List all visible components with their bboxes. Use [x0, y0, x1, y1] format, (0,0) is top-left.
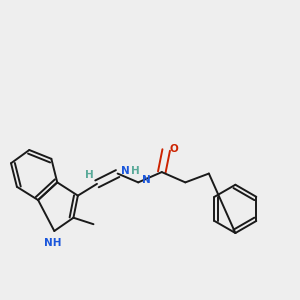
Text: O: O — [170, 143, 178, 154]
Text: H: H — [85, 170, 94, 180]
Text: NH: NH — [44, 238, 61, 248]
Text: N: N — [121, 166, 130, 176]
Text: N: N — [142, 175, 151, 185]
Text: H: H — [131, 166, 140, 176]
